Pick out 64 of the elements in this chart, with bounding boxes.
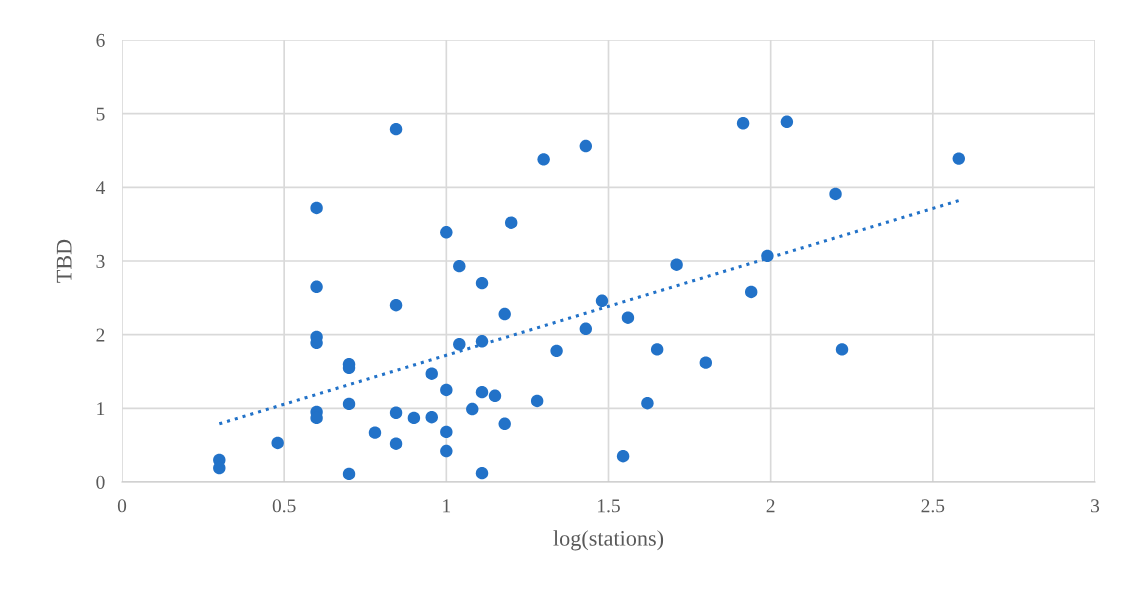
point [699, 356, 713, 369]
y-tick-label: 3 [96, 254, 105, 268]
point [453, 259, 466, 273]
point [761, 249, 774, 263]
x-tick-label: 1.5 [598, 499, 620, 513]
point [310, 280, 323, 293]
point [342, 397, 356, 411]
x-tick-label: 3 [1091, 499, 1100, 513]
point [498, 417, 511, 431]
point [389, 437, 403, 450]
point [407, 411, 421, 425]
point [440, 383, 453, 397]
point [650, 343, 664, 356]
point [745, 285, 758, 299]
point [550, 344, 563, 358]
point [475, 335, 489, 348]
point [368, 426, 382, 439]
point [466, 402, 479, 416]
point [475, 385, 489, 399]
x-tick-label: 0 [117, 499, 127, 513]
point [342, 467, 356, 481]
point [952, 152, 965, 165]
point [621, 311, 635, 324]
point [488, 389, 502, 403]
y-tick-label: 6 [96, 33, 105, 47]
y-axis-title: TBD [56, 239, 72, 283]
point [504, 216, 518, 229]
point [736, 117, 750, 130]
point [389, 406, 403, 419]
y-tick-label: 1 [97, 402, 105, 416]
point [389, 298, 403, 312]
point [213, 461, 226, 475]
x-tick-label: 2.5 [921, 499, 945, 513]
x-tick-label: 2 [766, 499, 775, 513]
point [616, 450, 630, 463]
y-tick-label: 4 [95, 181, 106, 195]
x-tick-label: 1 [443, 499, 451, 513]
point [498, 307, 511, 321]
point [475, 276, 489, 290]
point [440, 226, 453, 239]
point [835, 343, 849, 356]
point [453, 338, 466, 351]
point [641, 396, 654, 410]
y-tick-label: 0 [96, 475, 105, 489]
point [670, 258, 683, 271]
point [425, 367, 438, 380]
point [780, 115, 794, 128]
point [310, 201, 323, 215]
point [579, 322, 593, 335]
point [271, 436, 284, 450]
point [440, 425, 453, 439]
point [537, 153, 550, 166]
x-axis-title: log(stations) [553, 530, 664, 551]
point [475, 466, 489, 480]
point [389, 122, 403, 136]
point [440, 444, 453, 458]
point [425, 410, 438, 424]
y-tick-label: 5 [96, 107, 105, 121]
point [595, 294, 609, 307]
y-tick-label: 2 [96, 328, 105, 342]
point [829, 187, 842, 201]
x-tick-label: 0.5 [272, 499, 296, 513]
point [530, 394, 544, 408]
point [579, 139, 593, 153]
